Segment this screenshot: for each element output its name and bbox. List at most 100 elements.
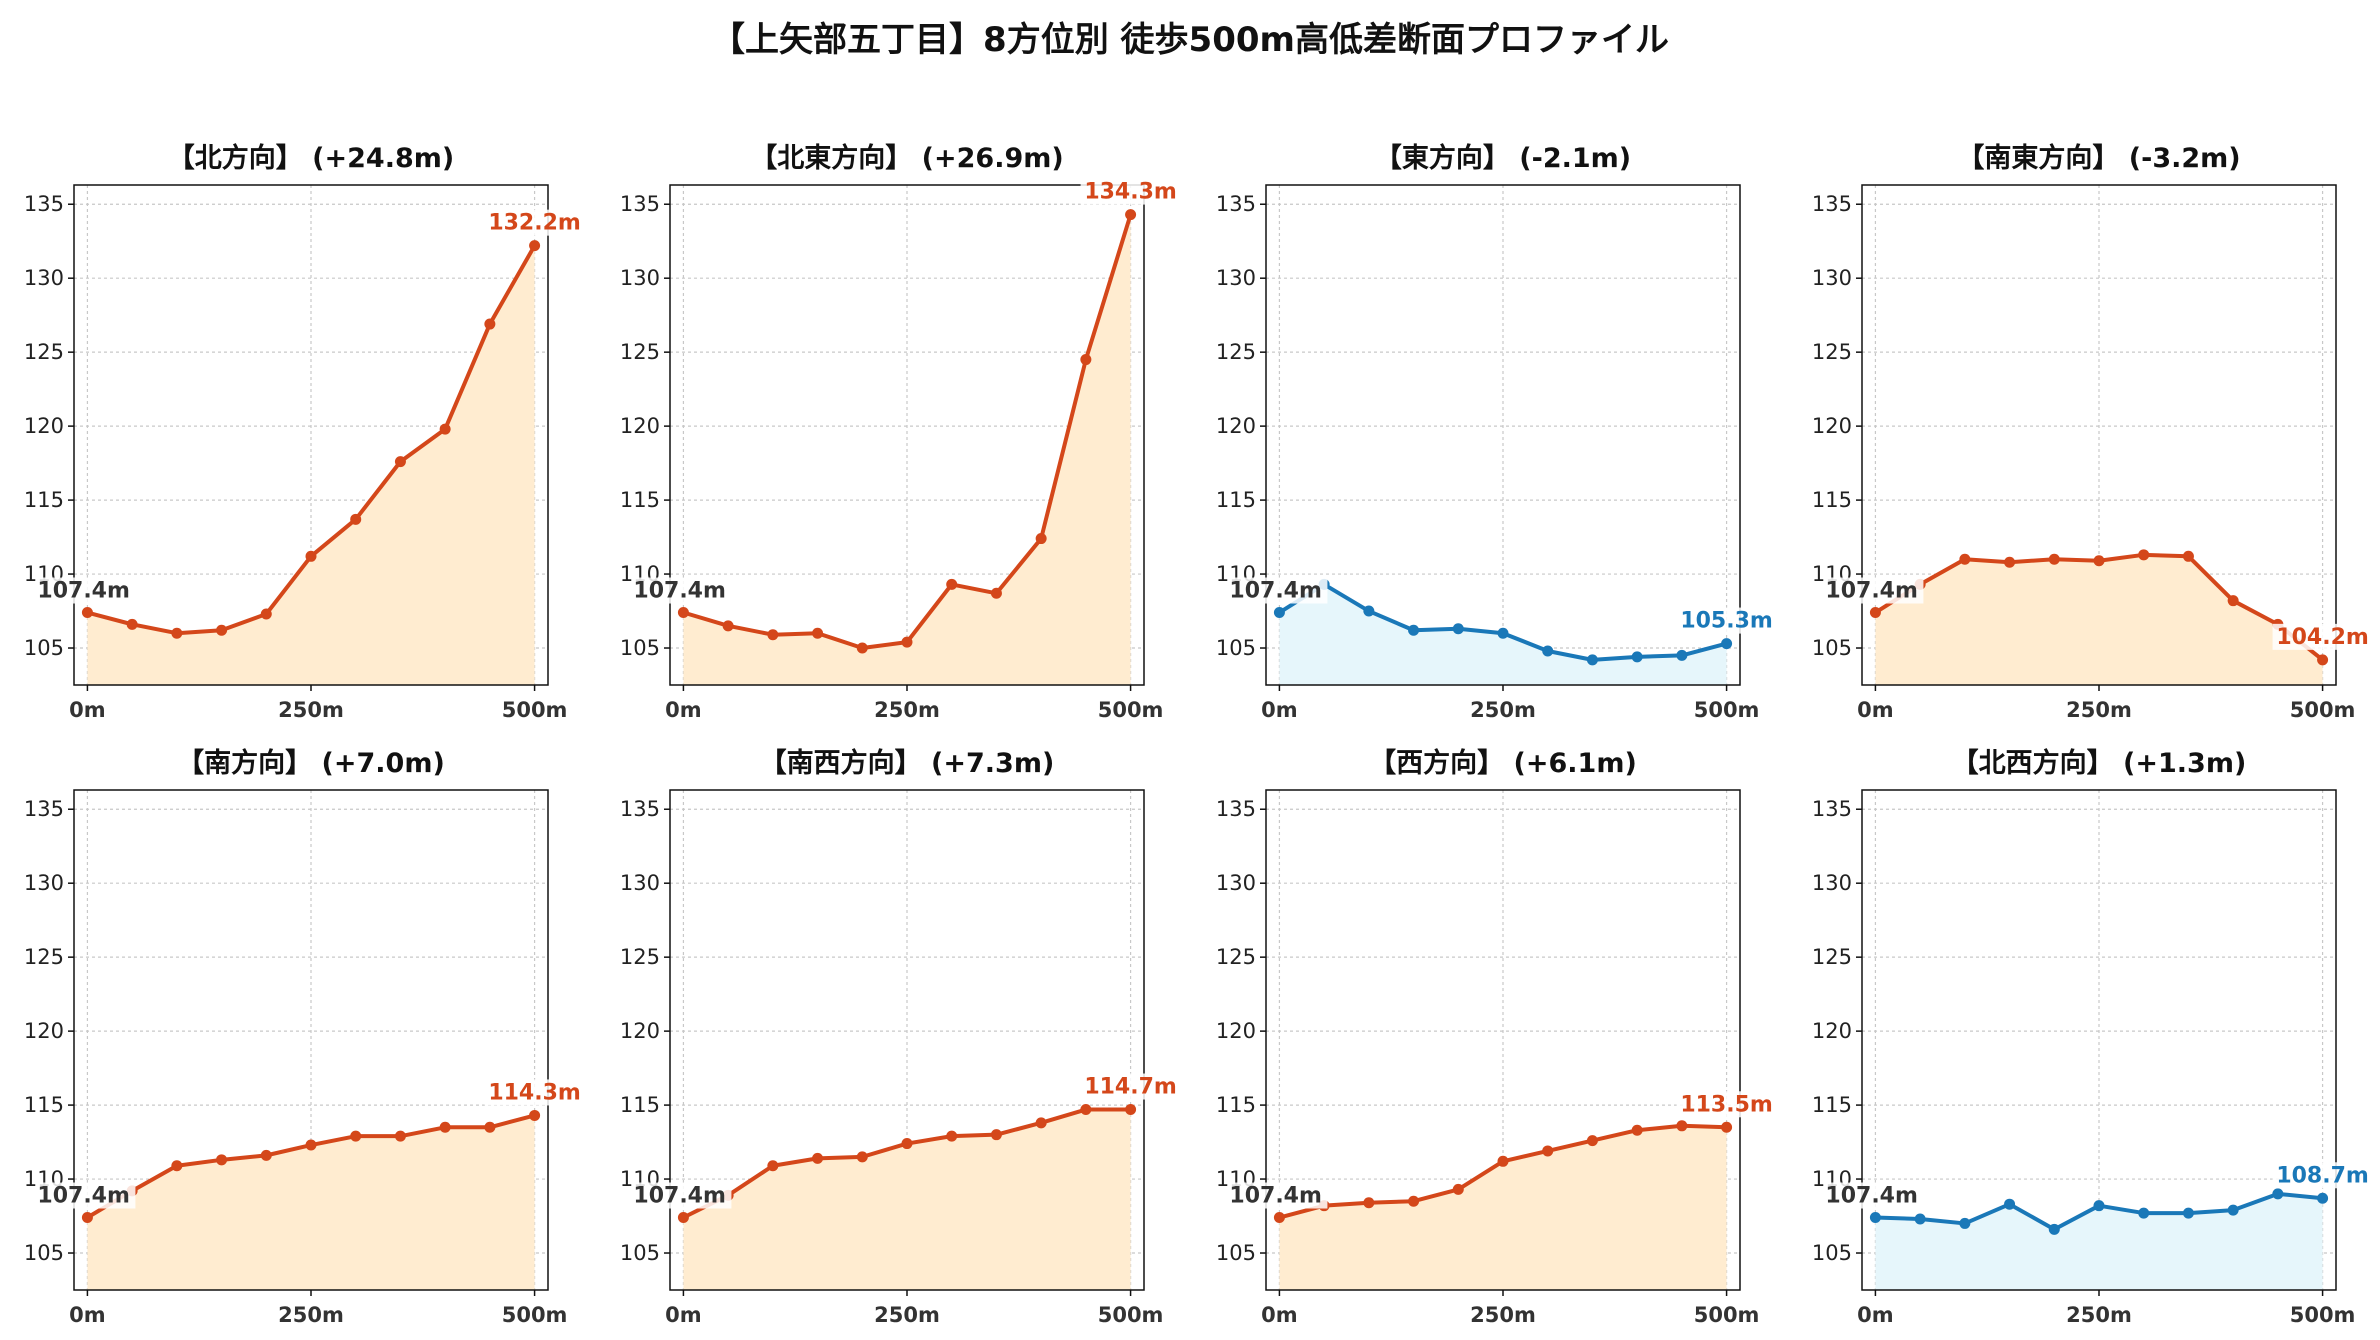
data-point xyxy=(171,1160,183,1172)
end-label: 108.7m xyxy=(2276,1163,2369,1188)
profile-area xyxy=(1875,554,2323,685)
end-label: 105.3m xyxy=(1680,609,1773,634)
y-tick-label: 105 xyxy=(1812,1241,1852,1265)
data-point xyxy=(901,636,913,648)
data-point xyxy=(1497,1155,1509,1167)
y-tick-label: 130 xyxy=(1216,871,1256,895)
y-tick-label: 130 xyxy=(620,266,660,290)
x-tick-label: 500m xyxy=(2290,698,2356,722)
start-label: 107.4m xyxy=(37,579,130,604)
start-label: 107.4m xyxy=(633,1184,726,1209)
profile-area xyxy=(1875,1193,2323,1290)
x-tick-label: 500m xyxy=(1098,698,1164,722)
end-label-bg xyxy=(1676,1091,1777,1118)
data-point xyxy=(1631,1124,1643,1136)
y-tick-label: 115 xyxy=(1216,488,1256,512)
start-label-bg xyxy=(1227,577,1328,604)
end-label: 114.7m xyxy=(1084,1075,1177,1100)
data-point xyxy=(1273,607,1285,619)
data-point xyxy=(1452,623,1464,635)
y-tick-label: 120 xyxy=(1216,414,1256,438)
chart-title: 【東方向】 (-2.1m) xyxy=(1375,142,1631,174)
data-point xyxy=(1586,654,1598,666)
profile-area xyxy=(1279,1125,1727,1290)
y-tick-label: 135 xyxy=(1812,192,1852,216)
data-point xyxy=(81,1212,93,1224)
y-tick-label: 135 xyxy=(620,797,660,821)
y-tick-label: 130 xyxy=(1812,266,1852,290)
x-tick-label: 250m xyxy=(278,1303,344,1327)
x-tick-label: 250m xyxy=(874,1303,940,1327)
y-tick-label: 125 xyxy=(1812,945,1852,969)
chart-title: 【西方向】 (+6.1m) xyxy=(1369,747,1637,779)
data-point xyxy=(2182,550,2194,562)
x-tick-label: 250m xyxy=(278,698,344,722)
end-label-bg xyxy=(484,209,585,236)
data-point xyxy=(1125,209,1137,221)
y-tick-label: 130 xyxy=(1812,871,1852,895)
start-label-bg xyxy=(631,577,732,604)
y-tick-label: 135 xyxy=(24,797,64,821)
end-label-bg xyxy=(1080,1073,1181,1100)
data-point xyxy=(990,1129,1002,1141)
y-tick-label: 115 xyxy=(620,488,660,512)
start-label-bg xyxy=(35,577,136,604)
start-label: 107.4m xyxy=(633,579,726,604)
x-tick-label: 0m xyxy=(665,698,702,722)
data-point xyxy=(1035,1117,1047,1129)
start-label: 107.4m xyxy=(1825,1184,1918,1209)
y-tick-label: 130 xyxy=(620,871,660,895)
y-tick-label: 125 xyxy=(24,340,64,364)
data-point xyxy=(1035,533,1047,545)
y-tick-label: 135 xyxy=(1812,797,1852,821)
chart-title: 【北西方向】 (+1.3m) xyxy=(1952,747,2247,779)
data-point xyxy=(1676,1120,1688,1132)
start-label: 107.4m xyxy=(1229,1184,1322,1209)
data-point xyxy=(1542,645,1554,657)
data-point xyxy=(1080,1104,1092,1116)
data-point xyxy=(1631,651,1643,663)
data-point xyxy=(2317,654,2329,666)
x-tick-label: 0m xyxy=(1261,698,1298,722)
data-point xyxy=(2004,1198,2016,1210)
y-tick-label: 125 xyxy=(1216,340,1256,364)
end-label-bg xyxy=(1080,178,1181,205)
start-label-bg xyxy=(631,1182,732,1209)
start-label: 107.4m xyxy=(1229,579,1322,604)
data-point xyxy=(1408,624,1420,636)
end-label: 132.2m xyxy=(488,211,581,236)
start-label: 107.4m xyxy=(1825,579,1918,604)
data-point xyxy=(529,1109,541,1121)
x-tick-label: 0m xyxy=(1857,698,1894,722)
data-point xyxy=(2182,1207,2194,1219)
data-point xyxy=(171,627,183,639)
chart-title: 【南東方向】 (-3.2m) xyxy=(1957,142,2240,174)
data-point xyxy=(677,607,689,619)
data-point xyxy=(394,456,406,468)
chart-title: 【南西方向】 (+7.3m) xyxy=(760,747,1055,779)
data-point xyxy=(2138,549,2150,561)
x-tick-label: 250m xyxy=(1470,1303,1536,1327)
chart-title: 【南方向】 (+7.0m) xyxy=(177,747,445,779)
data-point xyxy=(1080,354,1092,366)
data-point xyxy=(856,1151,868,1163)
x-tick-label: 500m xyxy=(2290,1303,2356,1327)
end-label: 104.2m xyxy=(2276,625,2369,650)
y-tick-label: 135 xyxy=(1216,797,1256,821)
y-tick-label: 130 xyxy=(24,871,64,895)
profile-area xyxy=(87,245,535,686)
y-tick-label: 120 xyxy=(24,1019,64,1043)
data-point xyxy=(394,1130,406,1142)
data-point xyxy=(2227,595,2239,607)
x-tick-label: 0m xyxy=(665,1303,702,1327)
data-point xyxy=(126,618,138,630)
data-point xyxy=(1273,1212,1285,1224)
profile-area xyxy=(87,1115,535,1290)
x-tick-label: 0m xyxy=(1261,1303,1298,1327)
data-point xyxy=(1869,1212,1881,1224)
data-point xyxy=(1959,1217,1971,1229)
